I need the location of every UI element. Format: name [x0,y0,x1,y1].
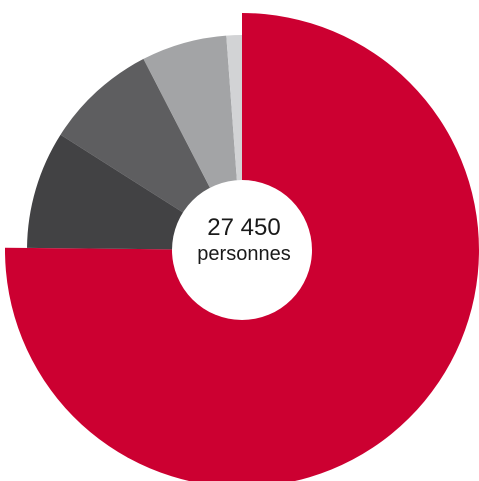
donut-slice-5 [226,35,242,183]
donut-slice-3 [60,58,211,214]
donut-slice-4 [143,35,238,190]
donut-hole [172,180,312,320]
donut-slices [5,13,479,481]
donut-slice-2 [27,134,185,250]
donut-slice-1 [5,13,479,481]
